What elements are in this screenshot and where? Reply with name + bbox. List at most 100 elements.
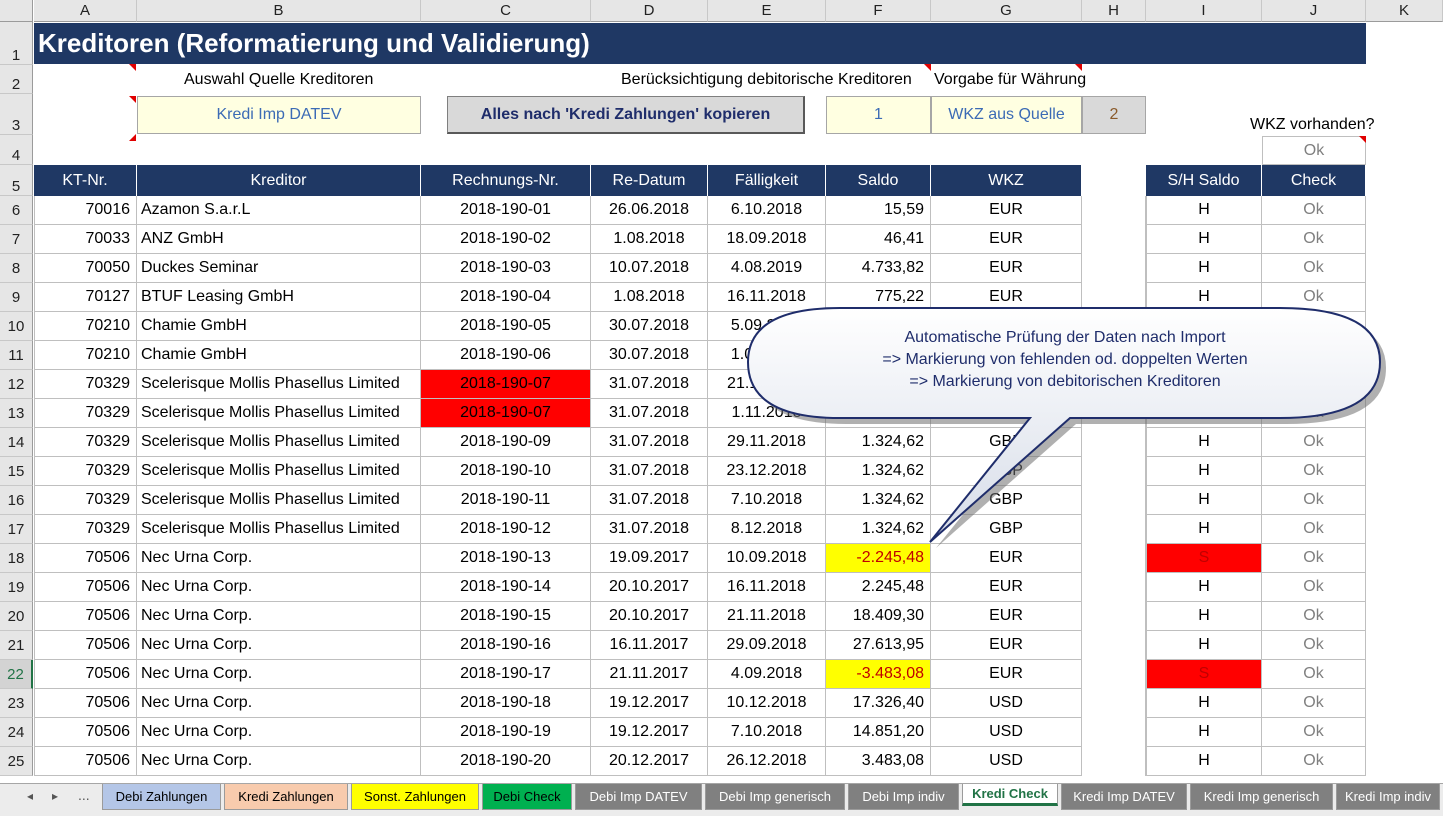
table-cell[interactable]: BTUF Leasing GmbH <box>137 283 421 312</box>
table-cell[interactable]: GBP <box>931 486 1082 515</box>
table-cell[interactable]: Scelerisque Mollis Phasellus Limited <box>137 370 421 399</box>
table-cell[interactable]: Azamon S.a.r.L <box>137 196 421 225</box>
column-header[interactable]: A <box>34 0 137 22</box>
debitorische-kreditoren-field[interactable]: 1 <box>826 96 931 134</box>
table-cell[interactable]: Scelerisque Mollis Phasellus Limited <box>137 428 421 457</box>
table-cell[interactable]: -2.245,48 <box>826 544 931 573</box>
table-cell[interactable]: 29.11.2018 <box>708 428 826 457</box>
sheet-tab[interactable]: Sonst. Zahlungen <box>351 784 479 810</box>
table-cell[interactable]: 14.851,20 <box>826 718 931 747</box>
table-cell[interactable]: Ok <box>1262 747 1366 776</box>
table-cell[interactable]: 21.11.2018 <box>708 602 826 631</box>
table-cell[interactable]: 31.07.2018 <box>591 486 708 515</box>
table-cell[interactable]: 31.07.2018 <box>591 515 708 544</box>
row-header[interactable]: 13 <box>0 399 33 428</box>
table-cell[interactable]: Scelerisque Mollis Phasellus Limited <box>137 457 421 486</box>
table-cell[interactable]: 70127 <box>34 283 137 312</box>
table-cell[interactable]: 1.324,62 <box>826 486 931 515</box>
column-header[interactable]: C <box>421 0 591 22</box>
table-cell[interactable]: Ok <box>1262 428 1366 457</box>
table-cell[interactable]: 31.07.2018 <box>591 370 708 399</box>
comment-indicator[interactable] <box>129 96 136 103</box>
row-header[interactable]: 20 <box>0 602 33 631</box>
tab-more-button[interactable]: ... <box>78 787 90 803</box>
table-cell[interactable]: 29.09.2018 <box>708 631 826 660</box>
table-cell[interactable]: Chamie GmbH <box>137 341 421 370</box>
table-cell[interactable]: EUR <box>931 660 1082 689</box>
table-cell[interactable]: 2018-190-09 <box>421 428 591 457</box>
table-cell[interactable]: USD <box>931 747 1082 776</box>
table-cell[interactable]: S <box>1146 660 1262 689</box>
column-header[interactable]: F <box>826 0 931 22</box>
comment-indicator[interactable] <box>924 64 931 71</box>
row-header[interactable]: 14 <box>0 428 33 457</box>
table-cell[interactable]: 20.12.2017 <box>591 747 708 776</box>
sheet-tab[interactable]: Debi Imp DATEV <box>575 784 702 810</box>
select-all-corner[interactable] <box>0 0 33 22</box>
table-cell[interactable]: 1.324,62 <box>826 515 931 544</box>
table-cell[interactable]: 2018-190-02 <box>421 225 591 254</box>
table-cell[interactable]: 2.245,48 <box>826 573 931 602</box>
table-cell[interactable]: 27.613,95 <box>826 631 931 660</box>
row-header[interactable]: 17 <box>0 515 33 544</box>
table-cell[interactable]: EUR <box>931 254 1082 283</box>
table-cell[interactable]: 70506 <box>34 544 137 573</box>
table-cell[interactable]: Nec Urna Corp. <box>137 573 421 602</box>
row-header[interactable]: 9 <box>0 283 33 312</box>
table-cell[interactable]: EUR <box>931 631 1082 660</box>
table-cell[interactable]: Ok <box>1262 660 1366 689</box>
table-cell[interactable]: H <box>1146 457 1262 486</box>
table-cell[interactable]: 7.10.2018 <box>708 718 826 747</box>
table-cell[interactable]: 31.07.2018 <box>591 428 708 457</box>
row-header[interactable]: 11 <box>0 341 33 370</box>
table-cell[interactable]: Ok <box>1262 718 1366 747</box>
tab-scroll-right-icon[interactable]: ▸ <box>52 789 59 803</box>
table-cell[interactable]: EUR <box>931 225 1082 254</box>
table-cell[interactable]: H <box>1146 225 1262 254</box>
table-cell[interactable]: Ok <box>1262 486 1366 515</box>
row-header[interactable]: 4 <box>0 135 33 165</box>
row-header[interactable]: 6 <box>0 196 33 225</box>
table-cell[interactable]: 2018-190-16 <box>421 631 591 660</box>
table-cell[interactable]: 18.409,30 <box>826 602 931 631</box>
table-cell[interactable]: 70506 <box>34 660 137 689</box>
table-cell[interactable]: 4.733,82 <box>826 254 931 283</box>
table-cell[interactable]: Ok <box>1262 225 1366 254</box>
table-cell[interactable]: S <box>1146 544 1262 573</box>
table-cell[interactable]: Ok <box>1262 602 1366 631</box>
table-cell[interactable]: 15,59 <box>826 196 931 225</box>
table-cell[interactable]: EUR <box>931 196 1082 225</box>
table-cell[interactable]: 8.12.2018 <box>708 515 826 544</box>
table-cell[interactable]: 1.08.2018 <box>591 225 708 254</box>
table-cell[interactable]: 10.12.2018 <box>708 689 826 718</box>
table-cell[interactable]: 70506 <box>34 631 137 660</box>
row-header[interactable]: 8 <box>0 254 33 283</box>
table-cell[interactable]: 6.10.2018 <box>708 196 826 225</box>
comment-indicator[interactable] <box>1359 136 1366 143</box>
table-cell[interactable]: 2018-190-11 <box>421 486 591 515</box>
table-cell[interactable]: Scelerisque Mollis Phasellus Limited <box>137 399 421 428</box>
table-cell[interactable]: 2018-190-01 <box>421 196 591 225</box>
quelle-kreditoren-select[interactable]: Kredi Imp DATEV <box>137 96 421 134</box>
table-cell[interactable]: 3.483,08 <box>826 747 931 776</box>
table-cell[interactable]: Nec Urna Corp. <box>137 747 421 776</box>
table-cell[interactable]: H <box>1146 718 1262 747</box>
table-cell[interactable]: 2018-190-06 <box>421 341 591 370</box>
table-cell[interactable]: Ok <box>1262 457 1366 486</box>
table-cell[interactable]: 20.10.2017 <box>591 602 708 631</box>
row-header[interactable]: 10 <box>0 312 33 341</box>
table-cell[interactable]: 70016 <box>34 196 137 225</box>
row-header[interactable]: 3 <box>0 94 33 135</box>
table-cell[interactable]: 2018-190-04 <box>421 283 591 312</box>
table-cell[interactable]: 2018-190-14 <box>421 573 591 602</box>
table-cell[interactable]: ANZ GmbH <box>137 225 421 254</box>
column-header[interactable]: K <box>1366 0 1443 22</box>
row-header[interactable]: 2 <box>0 65 33 94</box>
table-cell[interactable]: H <box>1146 631 1262 660</box>
table-cell[interactable]: Nec Urna Corp. <box>137 544 421 573</box>
table-cell[interactable]: H <box>1146 428 1262 457</box>
table-cell[interactable]: -3.483,08 <box>826 660 931 689</box>
table-cell[interactable]: H <box>1146 602 1262 631</box>
column-header[interactable]: H <box>1082 0 1146 22</box>
table-cell[interactable]: 19.12.2017 <box>591 689 708 718</box>
